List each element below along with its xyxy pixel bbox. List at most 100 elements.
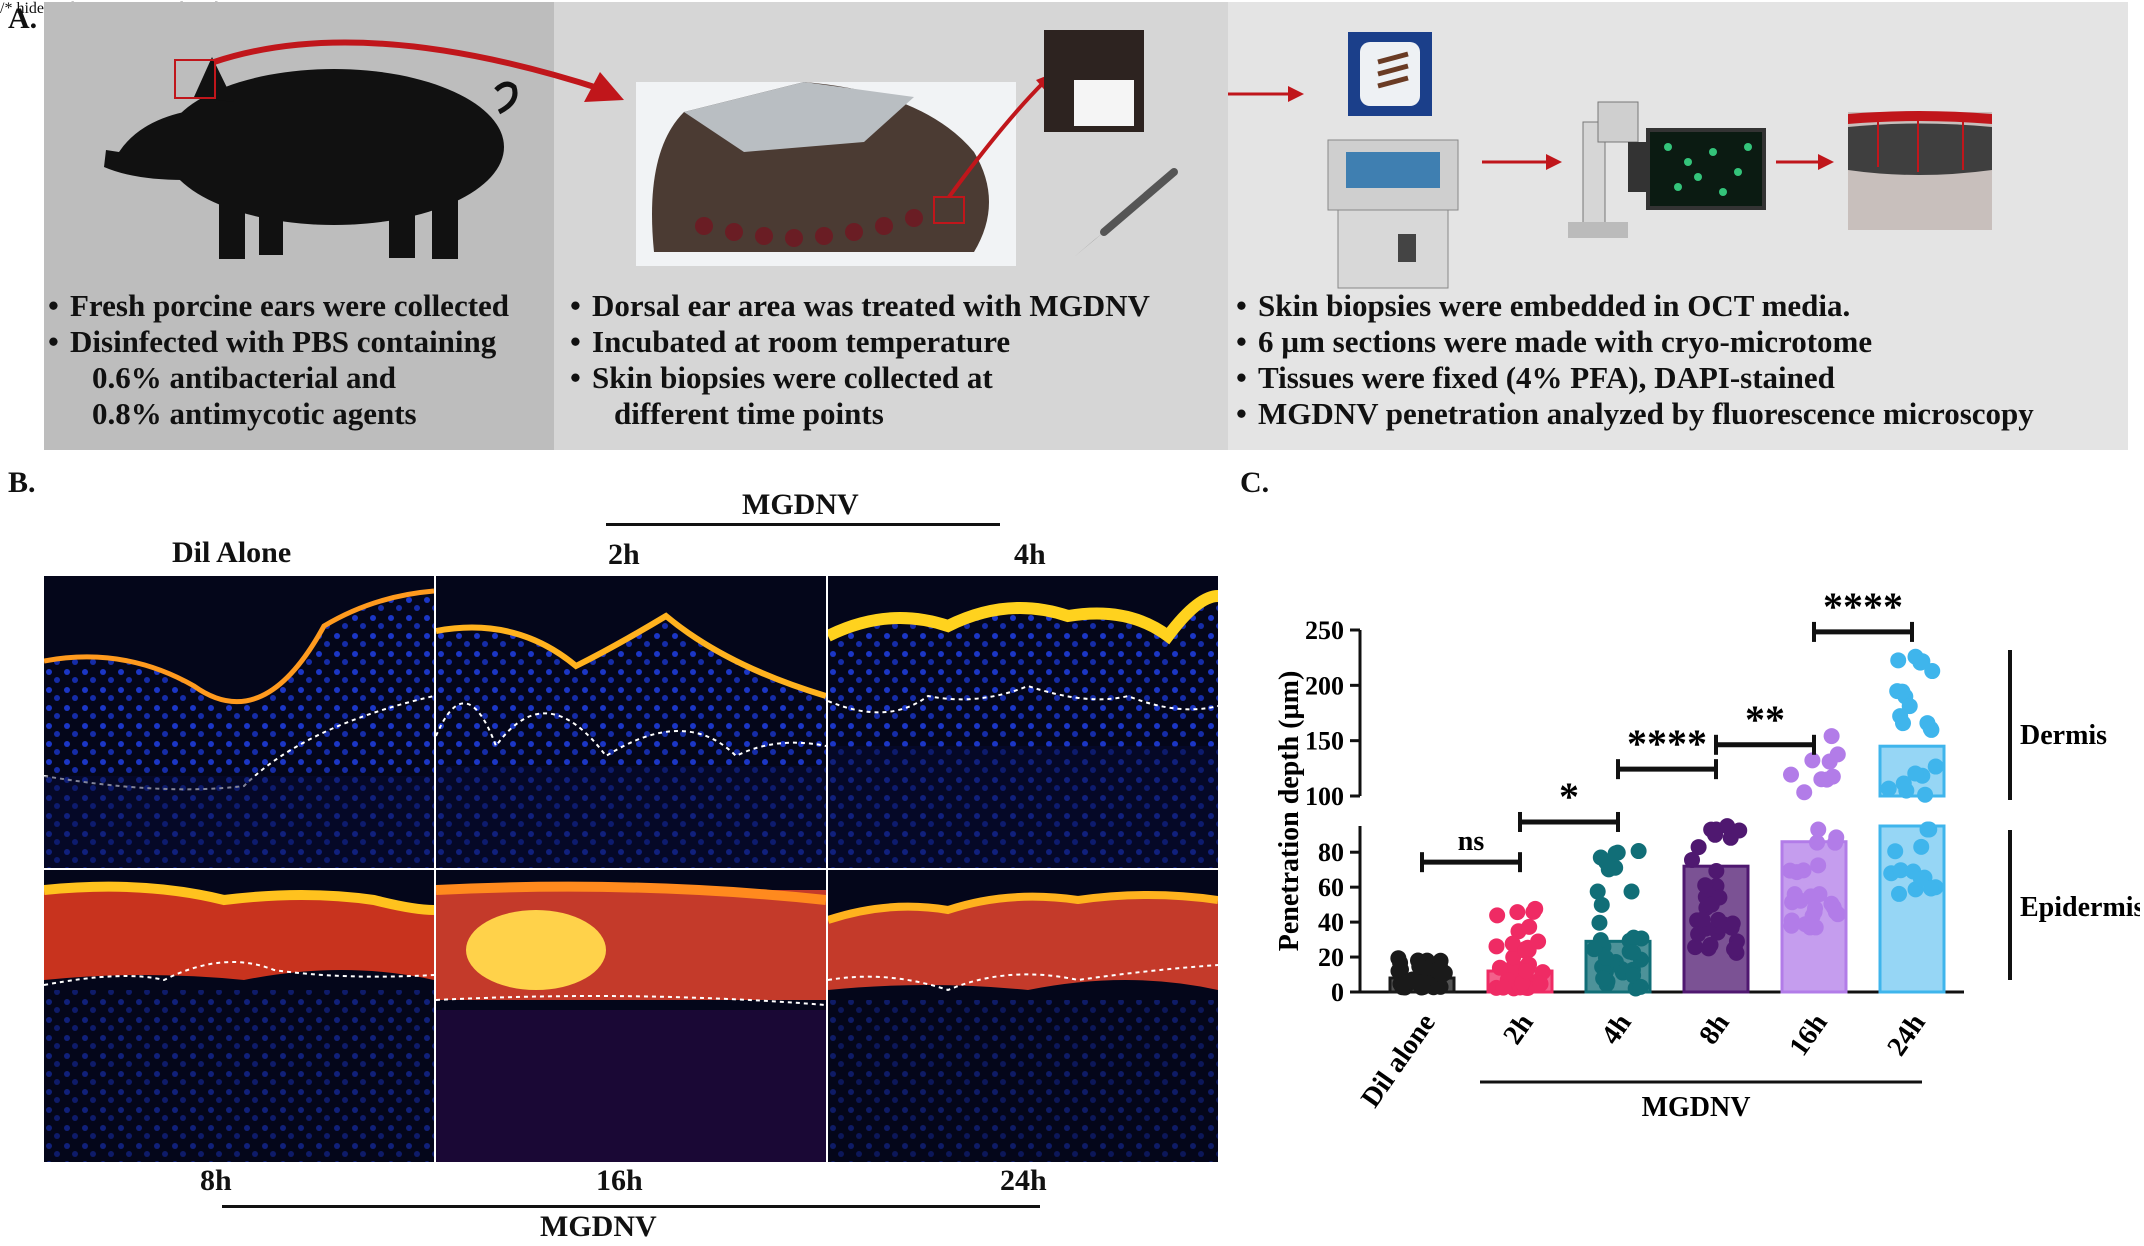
micrograph-24h <box>828 870 1218 1162</box>
bullet-item: different time points <box>570 396 1150 432</box>
data-point <box>1922 720 1939 737</box>
label-2h: 2h <box>608 538 640 571</box>
y-tick-label: 100 <box>1305 782 1344 811</box>
significance-label: ** <box>1745 697 1785 742</box>
data-point <box>1595 970 1612 987</box>
data-point <box>1491 959 1508 976</box>
bullet-item: Incubated at room temperature <box>570 324 1150 360</box>
y-tick-label: 40 <box>1318 908 1344 937</box>
x-tick-label: 16h <box>1783 1008 1834 1062</box>
data-point <box>1829 906 1846 923</box>
data-point <box>1591 914 1608 931</box>
scalpel-icon <box>1074 168 1178 257</box>
bullet-item: Fresh porcine ears were collected <box>48 288 509 324</box>
bullet-item: 0.8% antimycotic agents <box>48 396 509 432</box>
data-point <box>1633 930 1650 947</box>
y-tick-label: 150 <box>1305 727 1344 756</box>
data-point <box>1517 942 1534 959</box>
bullet-item: MGDNV penetration analyzed by fluorescen… <box>1236 396 2034 432</box>
x-tick-label: 24h <box>1881 1008 1932 1062</box>
micrograph-4h-image <box>828 590 1218 868</box>
data-point <box>1901 698 1918 715</box>
data-point <box>1927 758 1944 775</box>
x-tick-label: 4h <box>1595 1008 1638 1050</box>
data-point <box>1625 944 1642 961</box>
panel-a-col2-list: Dorsal ear area was treated with MGDNV I… <box>570 288 1150 432</box>
data-point <box>1922 880 1939 897</box>
label-24h: 24h <box>1000 1164 1047 1197</box>
data-point <box>1912 654 1929 671</box>
data-point <box>1702 936 1719 953</box>
panel-b-group-label-bottom: MGDNV <box>540 1210 657 1243</box>
data-point <box>1505 949 1522 966</box>
monitor-icon <box>1646 128 1766 210</box>
dermis-label: Dermis <box>2020 720 2107 751</box>
data-point <box>1724 915 1741 932</box>
data-point <box>1504 935 1521 952</box>
x-tick-label: 8h <box>1693 1008 1736 1050</box>
data-point <box>1804 752 1821 769</box>
data-point <box>1827 834 1844 851</box>
micrograph-4h <box>828 576 1218 868</box>
bullet-item: 0.6% antibacterial and <box>48 360 509 396</box>
data-point <box>1719 818 1736 835</box>
porcine-ear-photo <box>636 82 1016 266</box>
panel-a-col1-list: Fresh porcine ears were collected Disinf… <box>48 288 509 432</box>
data-point <box>1514 975 1531 992</box>
x-tick-label: Dil alone <box>1355 1008 1442 1113</box>
data-point <box>1823 728 1840 745</box>
bullet-item: 6 µm sections were made with cryo-microt… <box>1236 324 2034 360</box>
micrograph-16h-image <box>436 881 826 1162</box>
ear-highlight-box <box>174 59 216 99</box>
data-point <box>1607 845 1624 862</box>
data-point <box>1489 907 1506 924</box>
panel-a-col3-list: Skin biopsies were embedded in OCT media… <box>1236 288 2034 432</box>
y-tick-label: 250 <box>1305 616 1344 645</box>
data-point <box>1726 940 1743 957</box>
data-point <box>1912 871 1929 888</box>
y-tick-label: 200 <box>1305 671 1344 700</box>
data-point <box>1521 918 1538 935</box>
y-tick-label: 0 <box>1331 978 1344 1007</box>
oct-block-icon <box>1348 32 1432 116</box>
data-point <box>1530 933 1547 950</box>
label-8h: 8h <box>200 1164 232 1197</box>
data-point <box>1694 911 1711 928</box>
data-point <box>1630 843 1647 860</box>
significance-label: ns <box>1458 826 1485 857</box>
micrograph-2h-image <box>436 612 826 868</box>
data-point <box>1597 949 1614 966</box>
data-point <box>1891 885 1908 902</box>
data-point <box>1796 784 1813 801</box>
panel-a-illustration-left <box>104 30 1178 266</box>
pig-silhouette-icon <box>104 57 518 259</box>
data-point <box>1495 979 1512 996</box>
bullet-item: Dorsal ear area was treated with MGDNV <box>570 288 1150 324</box>
data-point <box>1913 838 1930 855</box>
data-point <box>1390 963 1407 980</box>
label-dil-alone: Dil Alone <box>172 536 292 569</box>
data-point <box>1703 896 1720 913</box>
panel-c-letter: C. <box>1240 466 1270 499</box>
significance-label: **** <box>1823 584 1903 629</box>
data-point <box>1592 849 1609 866</box>
bullet-item: Skin biopsies were collected at <box>570 360 1150 396</box>
panel-a-illustration-right <box>1228 32 1992 289</box>
data-point <box>1690 839 1707 856</box>
label-4h: 4h <box>1014 538 1046 571</box>
data-point <box>1807 900 1824 917</box>
data-point <box>1593 896 1610 913</box>
skin-section-diagram <box>1848 111 1992 230</box>
data-point <box>1708 863 1725 880</box>
data-point <box>1895 775 1912 792</box>
data-point <box>1795 862 1812 879</box>
micrograph-dil-alone <box>44 576 434 868</box>
label-16h: 16h <box>596 1164 643 1197</box>
significance-label: * <box>1559 774 1579 819</box>
micrograph-2h <box>436 576 826 868</box>
data-point <box>1488 938 1505 955</box>
data-point <box>1895 715 1912 732</box>
micrograph-24h-image <box>828 891 1218 1162</box>
data-point <box>1625 967 1642 984</box>
data-point <box>1509 904 1526 921</box>
